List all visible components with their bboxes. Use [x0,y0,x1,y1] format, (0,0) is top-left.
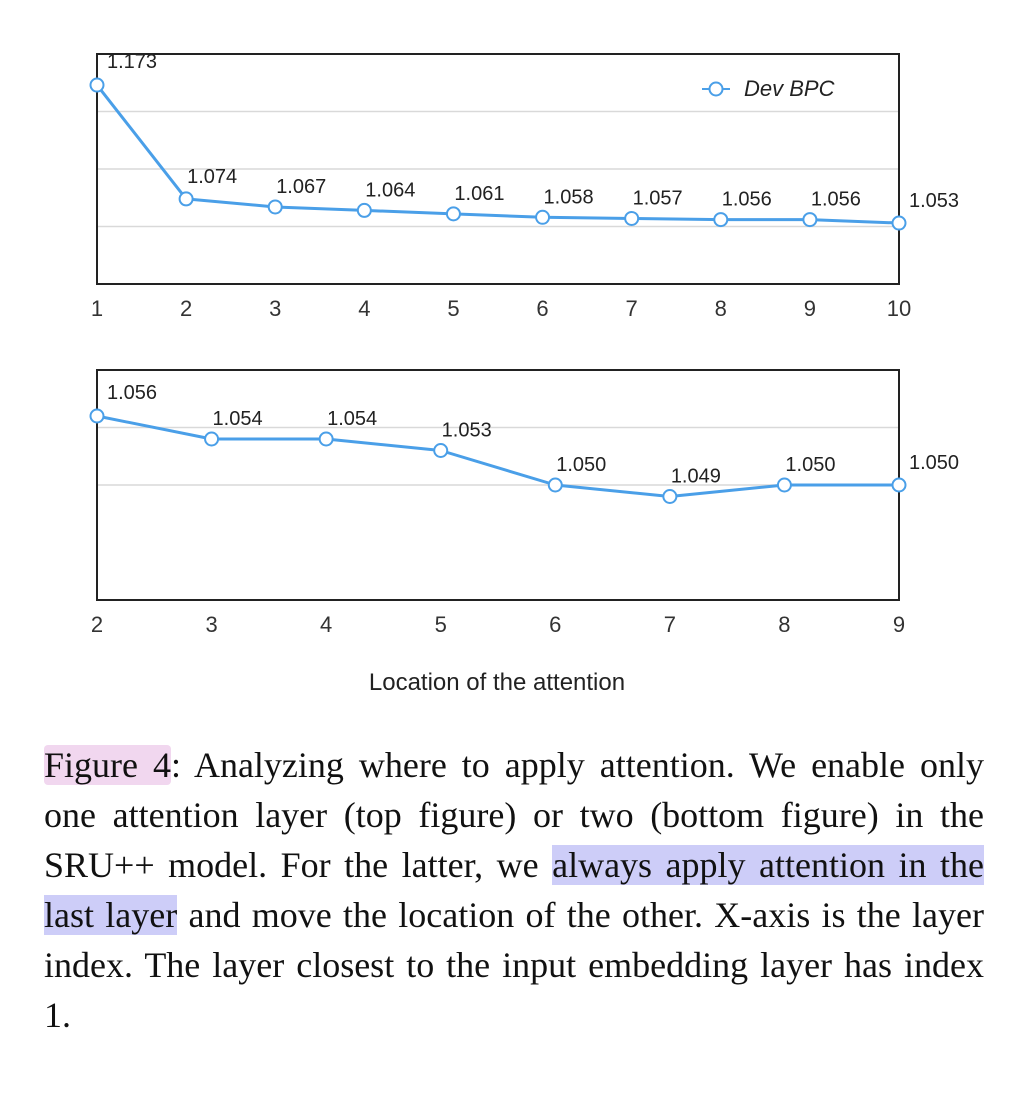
data-label: 1.050 [785,454,835,476]
data-label: 1.054 [327,408,377,430]
data-label: 1.050 [909,452,959,474]
data-point [445,206,461,222]
series-line [95,84,900,225]
data-label: 1.173 [107,51,157,73]
x-axis-label: Location of the attention [369,669,625,696]
data-point [204,431,220,447]
data-point [267,199,283,215]
data-label: 1.056 [811,189,861,211]
data-label: 1.050 [556,454,606,476]
x-tick-label: 8 [715,296,727,321]
data-point [89,77,105,93]
data-label: 1.064 [365,179,415,201]
x-tick-label: 5 [447,296,459,321]
x-tick-label: 2 [91,612,103,637]
x-tick-label: 5 [435,612,447,637]
data-point [547,477,563,493]
x-tick-label: 7 [664,612,676,637]
bottom-chart: 2 3 4 5 6 7 8 9 1.056 1.054 1.054 1.053 1.050 1.049 1.… [89,369,959,637]
x-tick-label: 1 [91,296,103,321]
data-point [776,477,792,493]
data-label: 1.049 [671,466,721,488]
series-line [96,414,899,498]
data-point [356,202,372,218]
x-tick-label: 10 [887,296,911,321]
data-point [802,212,818,228]
figure-label: Figure 4 [44,745,171,785]
x-tick-label: 9 [893,612,905,637]
data-label: 1.061 [454,183,504,205]
data-point [662,489,678,504]
x-tick-label: 9 [804,296,816,321]
x-tick-label: 7 [626,296,638,321]
data-point [535,209,551,225]
data-point [318,431,334,447]
data-label: 1.053 [442,420,492,442]
caption-text-1: : Analyzing where to apply attention. We… [44,745,984,885]
x-tick-label: 6 [549,612,561,637]
data-point [891,477,907,493]
plot-frame [96,53,900,285]
data-label: 1.056 [722,189,772,211]
data-point [891,215,907,231]
data-point [433,443,449,458]
data-label: 1.067 [276,176,326,198]
data-label: 1.054 [213,408,263,430]
figure-charts: 1 2 3 4 5 6 7 8 9 10 1.173 1.074 1.067 1.064 1.061 1.05… [89,51,959,696]
figure-caption: Figure 4: Analyzing where to apply atten… [44,740,984,1040]
data-label: 1.053 [909,190,959,212]
data-label: 1.074 [187,166,237,188]
x-tick-label: 3 [205,612,217,637]
data-point [713,212,729,228]
legend-marker [708,81,724,97]
top-chart: 1 2 3 4 5 6 7 8 9 10 1.173 1.074 1.067 1.064 1.061 1.05… [89,51,959,321]
data-point [624,210,640,226]
legend-label: Dev BPC [744,76,835,101]
data-point [89,408,105,424]
data-label: 1.058 [544,186,594,208]
x-tick-label: 8 [778,612,790,637]
x-tick-label: 6 [536,296,548,321]
data-label: 1.056 [107,382,157,404]
data-point [178,191,194,207]
caption-text-2: and move the location of the other. X-ax… [44,895,984,1035]
x-tick-label: 4 [358,296,370,321]
x-tick-label: 2 [180,296,192,321]
x-tick-label: 3 [269,296,281,321]
data-label: 1.057 [633,187,683,209]
x-tick-label: 4 [320,612,332,637]
